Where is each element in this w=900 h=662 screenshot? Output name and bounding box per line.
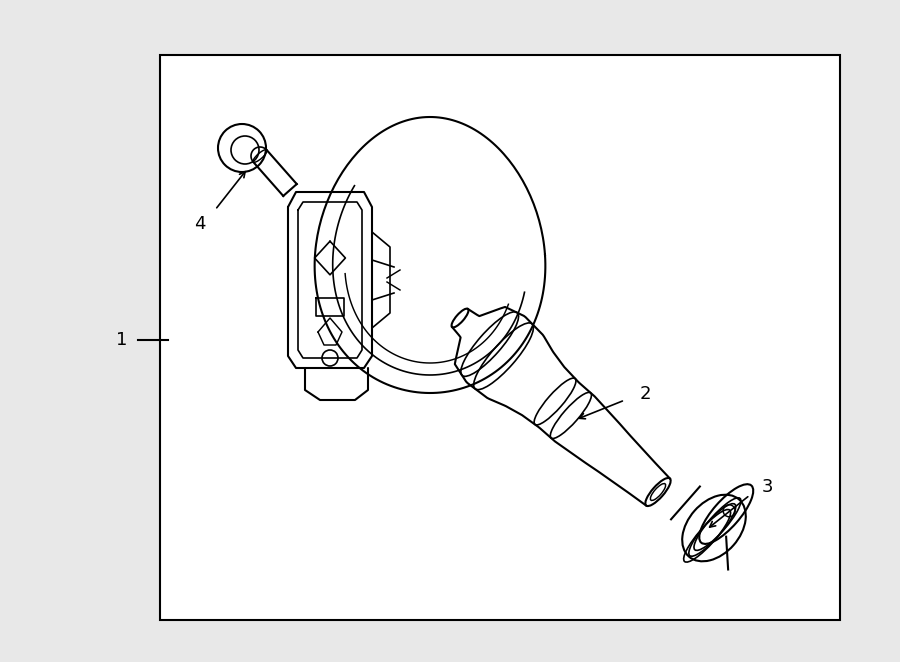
Text: 3: 3 (761, 478, 773, 496)
Ellipse shape (682, 495, 746, 561)
Text: 1: 1 (116, 331, 128, 349)
Text: 4: 4 (194, 215, 206, 233)
Text: 2: 2 (639, 385, 651, 403)
Bar (160, 55, 840, 620)
Circle shape (218, 124, 266, 172)
